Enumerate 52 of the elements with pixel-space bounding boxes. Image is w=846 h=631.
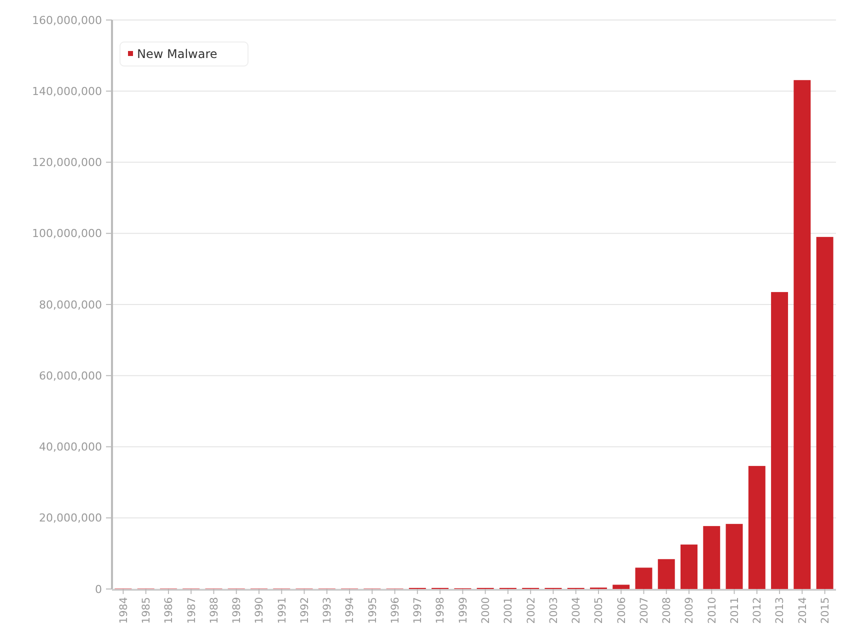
x-tick-label: 1997	[412, 597, 424, 624]
bar	[748, 466, 766, 589]
x-tick-label: 2006	[616, 596, 628, 624]
y-tick-label: 80,000,000	[39, 298, 102, 312]
x-tick-label: 2011	[728, 597, 741, 624]
bar	[635, 568, 652, 589]
x-tick-label: 2000	[480, 597, 492, 624]
y-tick-label: 140,000,000	[32, 84, 102, 98]
x-tick-label: 1992	[298, 597, 311, 624]
y-tick-label: 20,000,000	[39, 512, 102, 525]
y-tick-label: 120,000,000	[32, 156, 102, 170]
x-tick-label: 1990	[254, 597, 266, 624]
x-tick-label: 1998	[434, 597, 447, 624]
y-tick-label: 40,000,000	[39, 440, 102, 454]
x-tick-label: 2003	[548, 597, 560, 624]
x-tick-label: 1987	[186, 597, 198, 624]
x-tick-label: 1988	[208, 597, 220, 624]
bar	[612, 584, 630, 589]
bar	[816, 236, 834, 589]
bar	[658, 559, 675, 589]
x-tick-label: 2002	[525, 597, 538, 624]
x-tick-label: 2013	[774, 597, 786, 624]
bar	[771, 292, 788, 589]
x-tick-label: 2007	[638, 597, 650, 624]
legend-label: New Malware	[137, 47, 218, 62]
x-tick-label: 1985	[140, 597, 153, 624]
x-tick-label: 2014	[796, 596, 809, 624]
x-tick-label: 2005	[593, 597, 606, 624]
bar	[794, 80, 811, 589]
x-tick-label: 2008	[661, 597, 674, 624]
x-tick-label: 1995	[366, 597, 379, 624]
bar	[680, 544, 698, 589]
x-tick-label: 2004	[570, 596, 583, 624]
x-tick-label: 1984	[118, 596, 130, 624]
x-tick-label: 2001	[502, 597, 515, 624]
x-tick-label: 1999	[457, 597, 470, 624]
bar	[703, 526, 720, 589]
y-tick-label: 60,000,000	[39, 369, 102, 382]
x-tick-label: 1996	[389, 596, 402, 624]
y-tick-label: 160,000,000	[32, 14, 102, 27]
x-tick-label: 1989	[231, 597, 244, 624]
x-tick-label: 2010	[706, 597, 718, 624]
bar	[726, 524, 743, 589]
y-tick-label: 100,000,000	[32, 227, 102, 240]
x-tick-label: 1986	[163, 596, 176, 624]
y-tick-label: 0	[95, 582, 102, 596]
x-tick-label: 1994	[344, 596, 356, 624]
x-tick-label: 2012	[752, 597, 764, 624]
x-tick-label: 2009	[684, 597, 696, 624]
x-tick-label: 2015	[819, 597, 832, 624]
x-tick-label: 1991	[276, 597, 288, 624]
x-tick-label: 1993	[322, 597, 334, 624]
